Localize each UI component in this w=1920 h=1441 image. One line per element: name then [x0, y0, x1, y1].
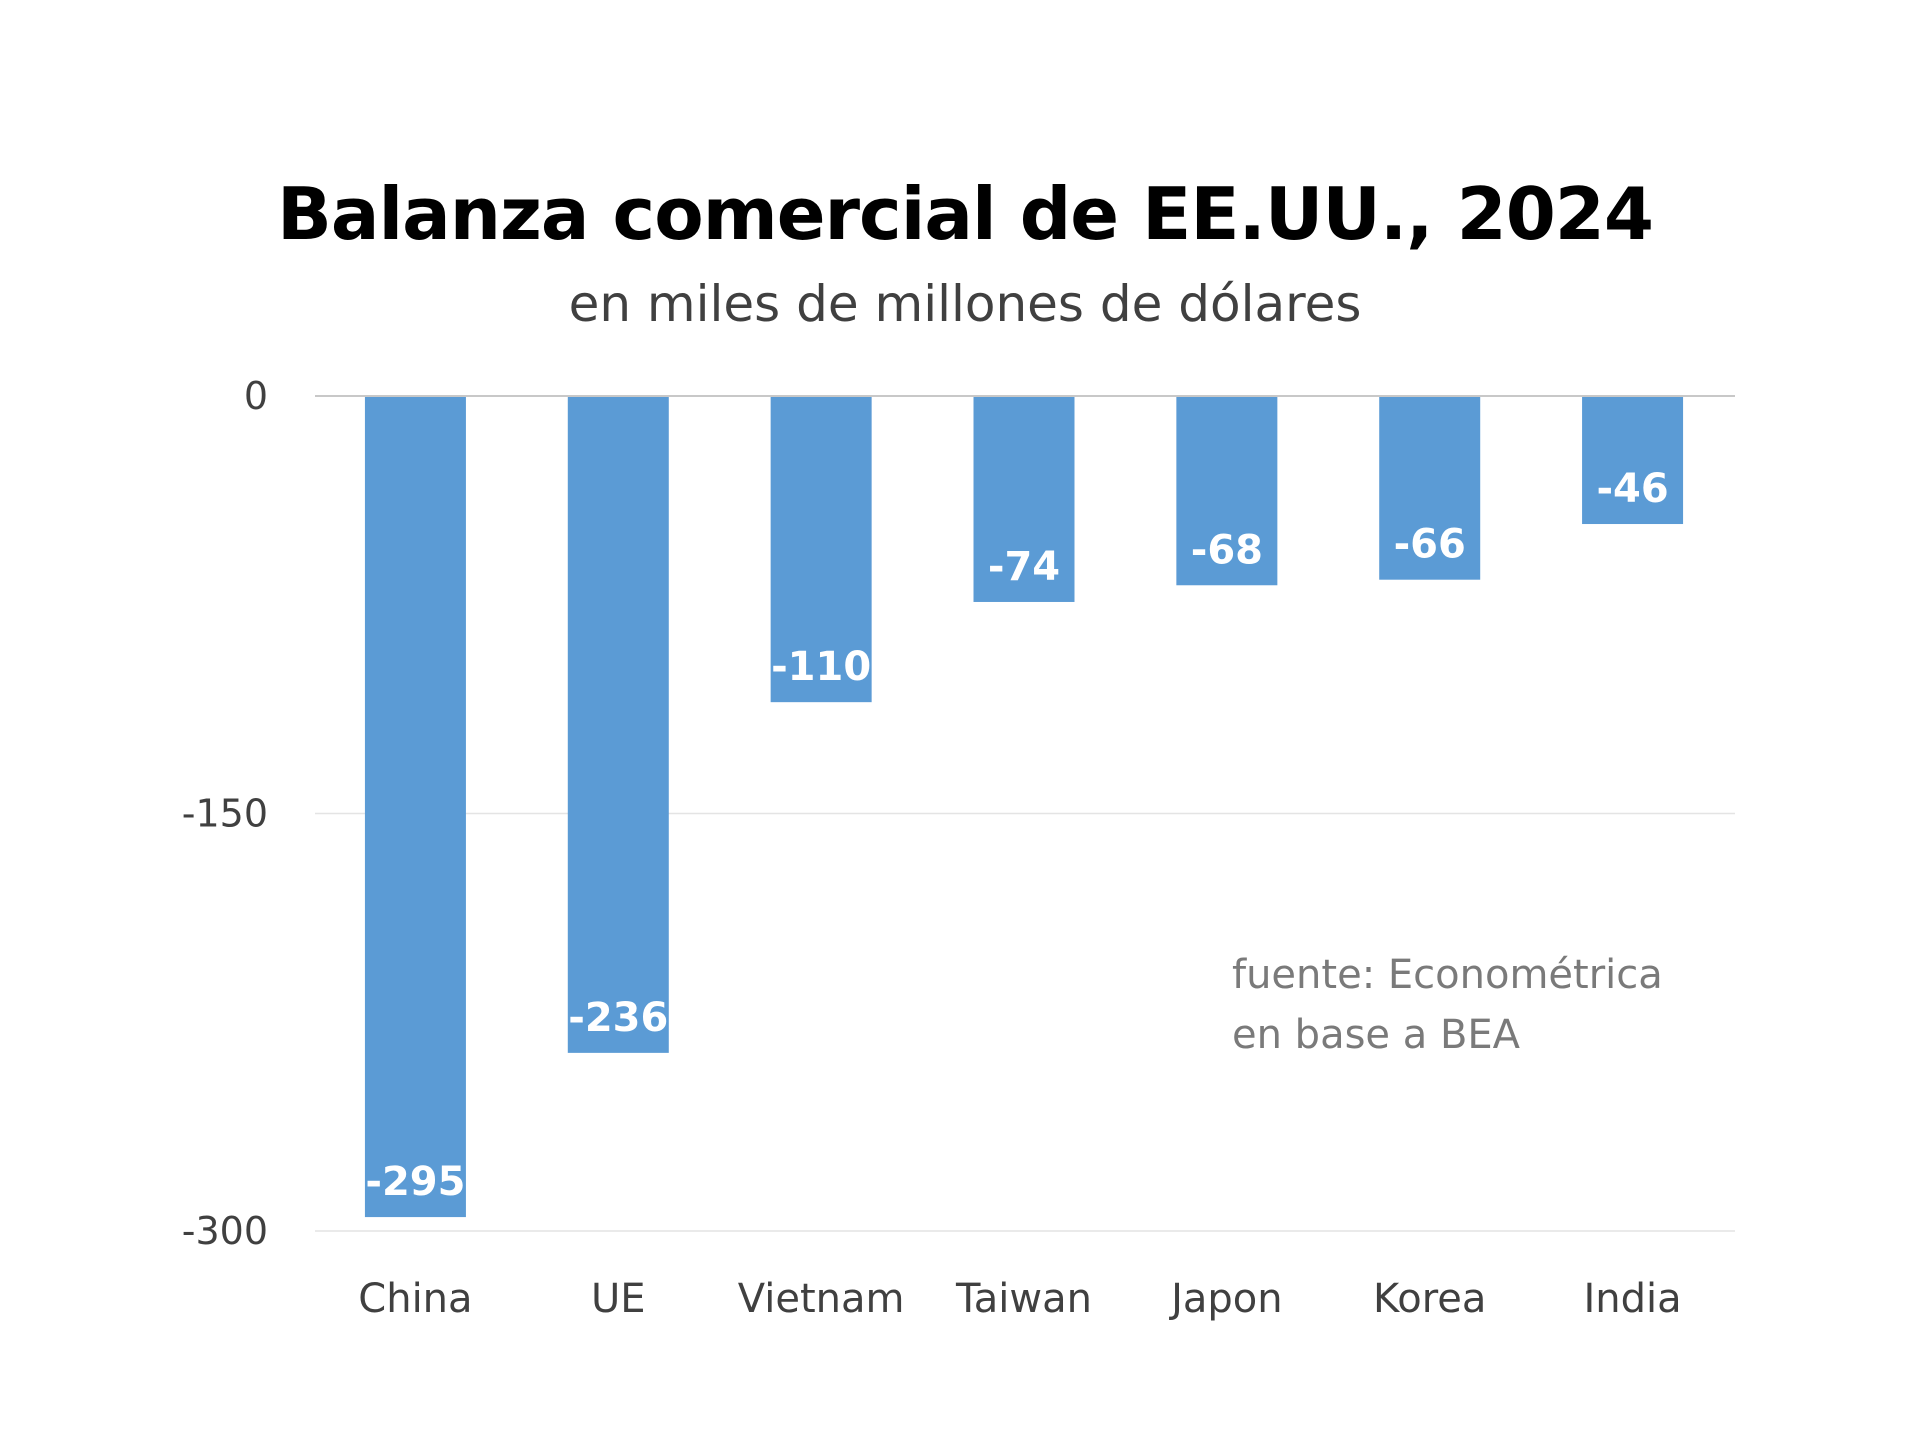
- data-label: -68: [1191, 527, 1263, 573]
- x-tick-label: Taiwan: [955, 1276, 1092, 1322]
- data-label: -110: [771, 644, 871, 690]
- data-label: -236: [568, 995, 668, 1041]
- bar: [973, 397, 1075, 602]
- y-tick-label: -300: [182, 1209, 268, 1253]
- x-tick-label: Japon: [1168, 1276, 1283, 1322]
- bar: [1379, 397, 1481, 580]
- chart-subtitle: en miles de millones de dólares: [568, 275, 1362, 333]
- bar: [770, 397, 872, 703]
- x-tick-label: Vietnam: [738, 1276, 905, 1322]
- x-tick-label: India: [1583, 1276, 1681, 1322]
- source-line-1: fuente: Econométrica: [1232, 952, 1663, 998]
- source-line-2: en base a BEA: [1232, 1012, 1521, 1058]
- x-tick-label: China: [358, 1276, 472, 1322]
- x-tick-label: UE: [591, 1276, 646, 1322]
- y-tick-label: -150: [182, 792, 268, 836]
- data-label: -66: [1394, 522, 1466, 568]
- source-annotation: fuente: Econométrica en base a BEA: [1232, 945, 1663, 1065]
- data-label: -46: [1596, 466, 1668, 512]
- bar: [364, 397, 466, 1218]
- chart-title: Balanza comercial de EE.UU., 2024: [277, 172, 1654, 256]
- y-tick-label: 0: [244, 374, 268, 418]
- bar: [1582, 397, 1684, 525]
- bar: [1176, 397, 1278, 586]
- data-label: -74: [988, 544, 1060, 590]
- bar: [567, 397, 669, 1053]
- x-tick-label: Korea: [1373, 1276, 1486, 1322]
- data-label: -295: [365, 1159, 465, 1205]
